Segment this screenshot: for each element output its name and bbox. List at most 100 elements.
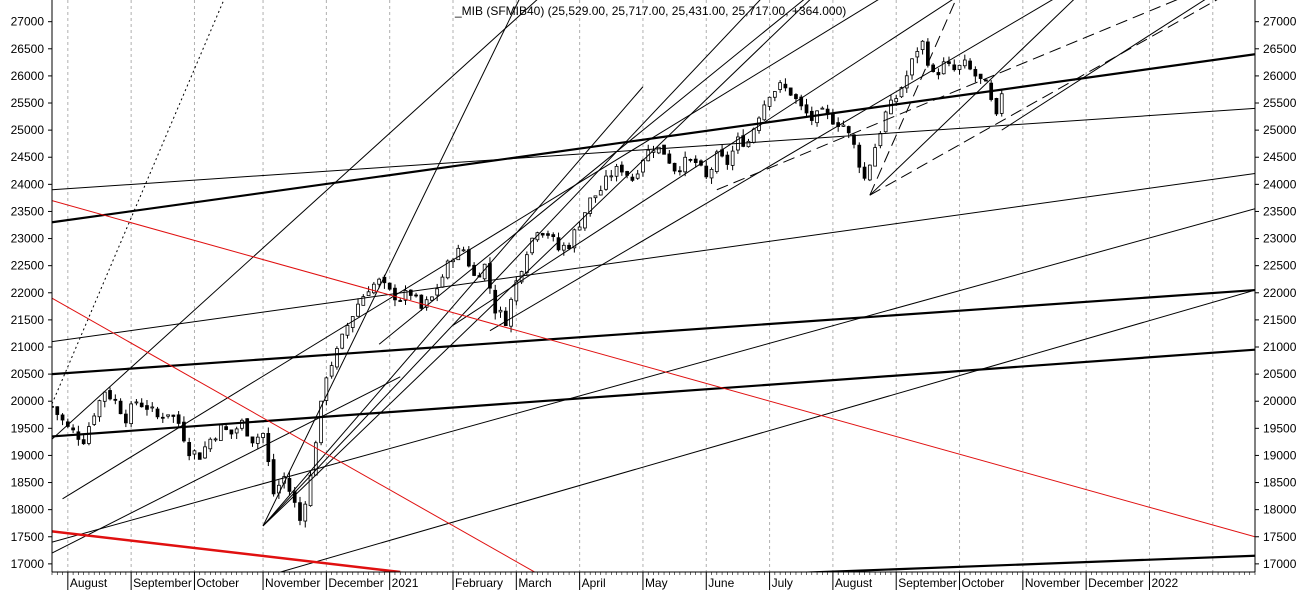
candle <box>271 453 276 497</box>
trendline <box>52 107 1255 191</box>
candle <box>250 436 255 447</box>
candle <box>52 405 54 409</box>
x-tick-label: April <box>582 576 606 590</box>
x-tick-label: July <box>772 576 793 590</box>
candle <box>81 433 86 445</box>
y-tick-label: 26000 <box>11 69 45 83</box>
x-tick-label: November <box>1025 576 1080 590</box>
trendline <box>452 0 953 326</box>
candle <box>709 167 714 184</box>
x-tick-label: 2022 <box>1151 576 1178 590</box>
candle <box>176 411 181 427</box>
candle <box>572 228 577 253</box>
candle <box>820 106 825 110</box>
candle <box>145 399 149 416</box>
trendline <box>52 348 1255 438</box>
candle <box>171 414 176 423</box>
candle <box>593 195 598 203</box>
candle <box>345 322 350 339</box>
candle <box>614 163 619 182</box>
candle <box>773 91 777 102</box>
trendline <box>716 0 1178 191</box>
candle <box>261 432 265 444</box>
candle <box>662 144 666 155</box>
candle <box>994 97 999 116</box>
y-tick-label: 24500 <box>11 150 45 164</box>
y-tick-label: 21000 <box>11 340 45 354</box>
candle <box>857 142 862 174</box>
y-tick-label: 17000 <box>11 557 45 571</box>
candle <box>303 501 308 528</box>
candle <box>567 242 571 251</box>
y-tick-label: 26000 <box>1263 69 1297 83</box>
candle <box>372 281 376 295</box>
candle <box>340 333 345 350</box>
candle <box>947 56 951 67</box>
candle <box>936 68 941 80</box>
trendline <box>262 86 644 527</box>
candle <box>60 413 65 426</box>
candle <box>514 276 519 306</box>
x-tick-label: December <box>1088 576 1143 590</box>
candle <box>984 79 988 82</box>
candle <box>588 197 593 217</box>
candle <box>883 110 888 133</box>
y-tick-label: 23000 <box>11 232 45 246</box>
candle <box>862 162 867 181</box>
trendline <box>1001 0 1206 131</box>
candle <box>108 387 112 401</box>
candle <box>218 423 223 441</box>
y-axis-right: 17000 17500 18000 18500 19000 19500 20000 20500… <box>1255 15 1297 571</box>
candle <box>435 283 440 302</box>
trendline <box>62 0 879 500</box>
y-tick-label: 17500 <box>11 530 45 544</box>
trendline <box>793 554 1255 572</box>
candle <box>693 155 698 168</box>
trendline <box>278 289 1255 572</box>
candle <box>915 47 920 64</box>
y-tick-label: 22000 <box>11 286 45 300</box>
y-tick-label: 18500 <box>11 476 45 490</box>
x-tick-label: May <box>645 576 668 590</box>
candle <box>688 158 693 163</box>
candle <box>229 429 234 439</box>
candle <box>456 244 461 261</box>
candle <box>931 63 935 73</box>
candle <box>968 58 972 71</box>
candle <box>498 306 503 318</box>
trendline <box>262 0 761 527</box>
candle <box>815 110 819 127</box>
candle <box>551 232 556 242</box>
y-tick-label: 18000 <box>1263 503 1297 517</box>
candle <box>387 282 392 291</box>
y-tick-label: 18500 <box>1263 476 1297 490</box>
candle <box>973 66 978 83</box>
candle <box>503 307 508 327</box>
candle <box>324 376 329 406</box>
candle <box>197 452 202 460</box>
candle <box>778 80 782 93</box>
candle <box>767 96 772 111</box>
candle <box>419 294 424 311</box>
y-tick-label: 18000 <box>11 503 45 517</box>
candle <box>904 70 909 93</box>
candle <box>852 133 856 149</box>
candle <box>424 296 429 311</box>
candle <box>361 294 366 306</box>
candle <box>160 412 165 423</box>
y-tick-label: 20000 <box>11 394 45 408</box>
trendline <box>489 0 1053 332</box>
y-tick-label: 27000 <box>11 15 45 29</box>
candle <box>129 401 133 427</box>
candle <box>978 73 983 84</box>
candle <box>398 298 403 302</box>
candle <box>335 346 339 370</box>
trendline <box>262 0 811 527</box>
candle <box>762 100 767 121</box>
x-axis: August September October November December 20… <box>51 572 1256 590</box>
candle <box>92 413 97 426</box>
candle <box>841 120 846 127</box>
x-tick-label: August <box>70 576 108 590</box>
